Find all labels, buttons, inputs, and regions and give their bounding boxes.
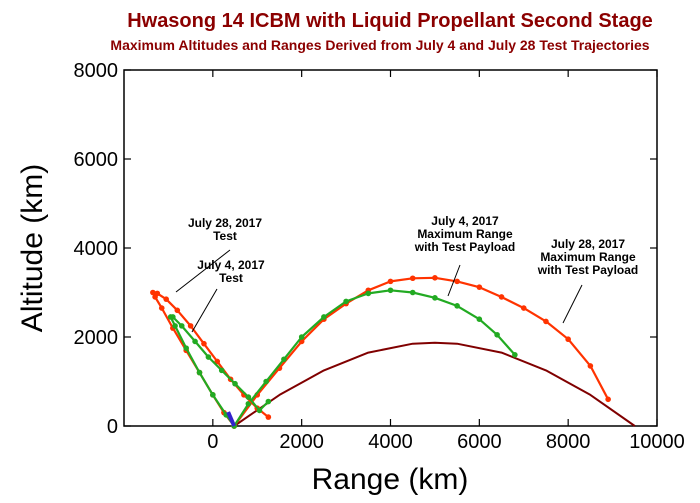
x-tick-label: 10000 [629, 431, 685, 453]
series-line-earth_curve [233, 341, 636, 427]
series-line-july28_max_range [233, 276, 610, 427]
data-point-july4_max_range [298, 334, 305, 340]
annotation-leader [191, 288, 218, 333]
y-axis-label: Altitude (km) [16, 164, 49, 332]
data-point-july4_max_range [512, 352, 518, 358]
data-point-july28_max_range [432, 275, 438, 281]
annotation-text: July 28, 2017 [551, 237, 625, 251]
data-point-july28_test [201, 340, 207, 347]
y-tick-label: 8000 [74, 60, 119, 82]
data-point-july4_max_range [454, 303, 460, 309]
data-point-july28_max_range [587, 363, 594, 369]
data-point-july28_test [163, 296, 169, 302]
annotation-leader [175, 249, 231, 293]
data-point-july28_test [150, 289, 156, 296]
data-point-july28_max_range [409, 275, 416, 282]
data-point-july4_test [183, 345, 189, 351]
data-point-july4_test [210, 392, 216, 398]
data-point-july28_max_range [476, 284, 483, 290]
data-point-july28_max_range [498, 294, 505, 300]
data-point-july4_max_range [365, 290, 372, 297]
data-point-july28_test [187, 323, 194, 329]
annotation-text: Test [213, 229, 237, 243]
annotation-text: Maximum Range [417, 227, 513, 241]
data-point-july28_max_range [387, 278, 394, 285]
annotation-text: with Test Payload [414, 240, 515, 254]
data-point-july4_test [172, 323, 178, 329]
data-point-july28_max_range [605, 396, 611, 403]
data-point-july4_test [245, 394, 252, 400]
data-point-july28_max_range [543, 318, 549, 325]
data-point-july4_test [170, 314, 176, 320]
data-point-july28_test [265, 414, 272, 420]
x-tick-label: 2000 [279, 431, 324, 453]
data-point-july4_max_range [263, 378, 269, 385]
data-point-july4_max_range [321, 314, 327, 320]
annotation-text: Test [219, 271, 243, 285]
data-point-july4_max_range [281, 356, 287, 363]
series-line-july4_test [169, 315, 270, 427]
boost-phase-segment [226, 411, 236, 427]
data-point-july4_max_range [343, 298, 349, 305]
data-point-july28_test [154, 290, 161, 297]
data-point-july4_max_range [494, 331, 500, 338]
y-tick-label: 4000 [74, 238, 119, 260]
y-tick-label: 2000 [74, 327, 119, 349]
data-point-july4_test [232, 380, 238, 387]
data-point-july28_max_range [520, 305, 527, 311]
data-point-july4_max_range [432, 295, 438, 301]
series-layer [150, 275, 636, 429]
annotation-text: July 4, 2017 [197, 258, 265, 272]
annotation-text: with Test Payload [537, 263, 638, 277]
data-point-july4_max_range [409, 289, 416, 296]
series-line-july4_max_range [233, 289, 516, 427]
data-point-july28_test [174, 307, 181, 314]
annotation-text: Maximum Range [540, 250, 636, 264]
data-point-july28_max_range [565, 336, 571, 343]
data-point-july4_max_range [387, 287, 394, 294]
data-point-july4_test [178, 323, 185, 329]
annotation-text: July 4, 2017 [431, 214, 499, 228]
x-axis-ticks: 0 2000 4000 6000 8000 10000 [207, 70, 685, 453]
data-point-july4_test [196, 369, 203, 376]
annotation-text: July 28, 2017 [188, 216, 262, 230]
x-axis-label: Range (km) [312, 463, 469, 496]
data-point-july28_test [214, 358, 221, 365]
data-point-july4_test [265, 398, 272, 405]
data-point-july4_test [205, 354, 212, 360]
x-tick-label: 0 [207, 431, 218, 453]
chart-title: Hwasong 14 ICBM with Liquid Propellant S… [127, 10, 653, 32]
data-point-july4_test [256, 407, 263, 414]
data-point-july4_max_range [476, 316, 483, 323]
y-tick-label: 6000 [74, 149, 119, 171]
y-tick-label: 0 [107, 416, 118, 438]
data-point-july4_max_range [245, 400, 252, 407]
x-tick-label: 6000 [457, 431, 502, 453]
chart-subtitle: Maximum Altitudes and Ranges Derived fro… [110, 37, 649, 53]
data-point-july28_test [158, 305, 165, 311]
data-point-july4_test [218, 367, 225, 374]
x-tick-label: 4000 [368, 431, 413, 453]
annotation-leader [447, 264, 461, 297]
data-point-july4_test [192, 338, 198, 345]
annotation-leader [562, 284, 583, 324]
y-axis-ticks: 0 2000 4000 6000 8000 [74, 60, 657, 438]
x-tick-label: 8000 [546, 431, 591, 453]
data-point-july28_max_range [454, 278, 460, 285]
